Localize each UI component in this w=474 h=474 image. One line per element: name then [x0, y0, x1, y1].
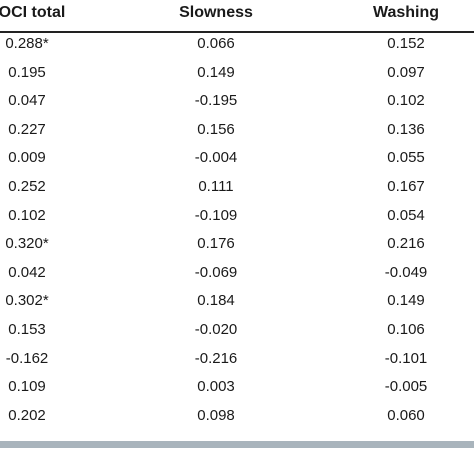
- table-cell: 0.047: [8, 92, 46, 110]
- table-row: 0.288* 0.066 0.152: [0, 35, 474, 61]
- table-cell: -0.195: [194, 92, 238, 110]
- table-cell: -0.101: [384, 349, 428, 367]
- header-rule: [0, 31, 474, 33]
- table-cell: 0.098: [197, 406, 235, 424]
- table-cell: 0.153: [8, 321, 46, 338]
- table-row: 0.320* 0.176 0.216: [0, 235, 474, 261]
- table-cell: 0.227: [8, 120, 46, 138]
- table-cell: -0.162: [5, 349, 49, 367]
- table-cell: 0.009: [8, 149, 46, 167]
- table-cell: 0.106: [387, 321, 425, 338]
- table-cell: 0.003: [197, 378, 235, 396]
- table-cell: 0.156: [197, 120, 235, 138]
- table-row: 0.042 -0.069 -0.049: [0, 264, 474, 290]
- column-header-washing: Washing: [372, 4, 440, 21]
- table-cell: 0.216: [387, 235, 425, 253]
- table-row: 0.302* 0.184 0.149: [0, 292, 474, 318]
- table-row: 0.195 0.149 0.097: [0, 64, 474, 90]
- table-cell: 0.097: [387, 63, 425, 81]
- table-cell: 0.102: [8, 206, 46, 224]
- table-row: 0.202 0.098 0.060: [0, 407, 474, 433]
- table-cell: 0.195: [8, 63, 46, 81]
- table-cell: 0.302*: [5, 292, 49, 310]
- table-cell: -0.069: [194, 263, 238, 281]
- table-row: 0.102 -0.109 0.054: [0, 207, 474, 233]
- column-header-slowness: Slowness: [179, 4, 253, 21]
- table-cell: 0.149: [197, 63, 235, 81]
- table-cell: 0.054: [387, 206, 425, 224]
- table-cell: 0.111: [198, 178, 234, 195]
- table-cell: 0.055: [387, 149, 425, 167]
- table-row: 0.109 0.003 -0.005: [0, 378, 474, 404]
- table-cell: -0.216: [194, 349, 238, 367]
- table-cell: 0.060: [387, 406, 425, 424]
- table-cell: -0.020: [194, 321, 238, 338]
- table-cell: 0.066: [197, 35, 235, 52]
- table-cell: 0.102: [387, 92, 425, 110]
- table-row: 0.009 -0.004 0.055: [0, 149, 474, 175]
- table-row: 0.252 0.111 0.167: [0, 178, 474, 204]
- table-cell: -0.109: [194, 206, 238, 224]
- column-header-oci-total: OCI total: [0, 4, 66, 21]
- bottom-rule: [0, 441, 474, 448]
- table-cell: 0.136: [387, 120, 425, 138]
- table-cell: -0.005: [384, 378, 428, 396]
- table-cell: 0.184: [197, 292, 235, 310]
- table-cell: 0.176: [197, 235, 235, 253]
- table-cell: 0.042: [8, 263, 46, 281]
- table-cell: 0.149: [387, 292, 425, 310]
- table-row: 0.227 0.156 0.136: [0, 121, 474, 147]
- table-cell: 0.320*: [5, 235, 49, 253]
- table-cell: 0.109: [8, 378, 46, 396]
- table-cell: 0.167: [387, 178, 425, 195]
- table-cell: 0.152: [387, 35, 425, 52]
- table-cell: -0.004: [194, 149, 238, 167]
- table-cell: 0.252: [8, 178, 46, 195]
- table-cell: -0.049: [384, 263, 428, 281]
- table-row: 0.047 -0.195 0.102: [0, 92, 474, 118]
- table-cell: 0.288*: [5, 35, 49, 52]
- table-row: -0.162 -0.216 -0.101: [0, 350, 474, 376]
- table-cell: 0.202: [8, 406, 46, 424]
- table-row: 0.153 -0.020 0.106: [0, 321, 474, 347]
